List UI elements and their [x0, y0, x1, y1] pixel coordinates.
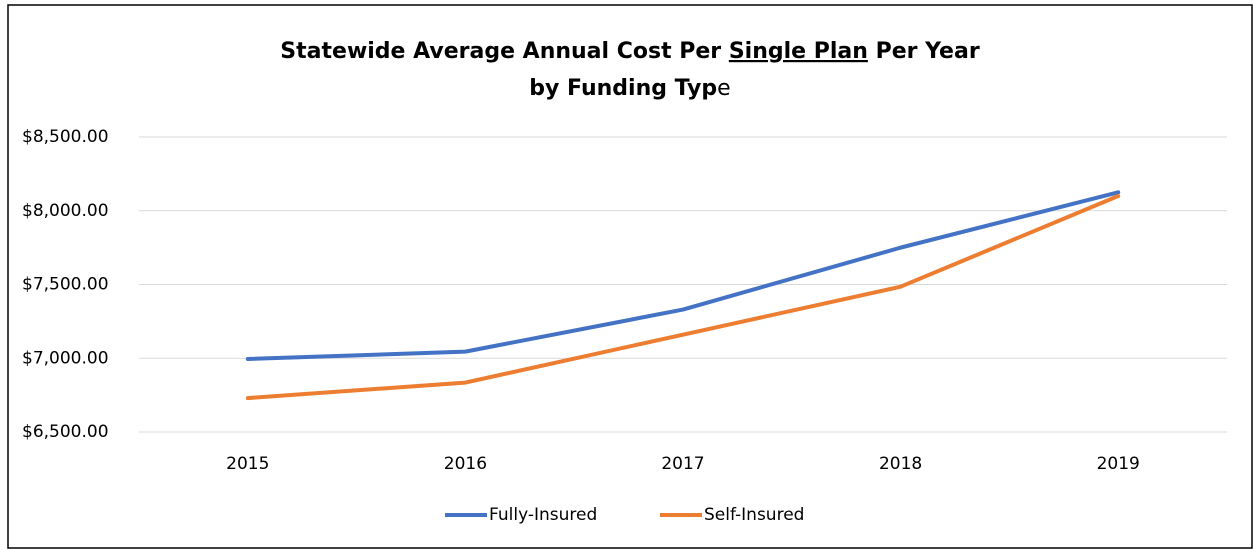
y-tick-label: $8,000.00: [22, 201, 109, 221]
x-tick-label: 2018: [879, 454, 922, 474]
title-part: Single Plan: [729, 39, 868, 64]
x-tick-label: 2019: [1097, 454, 1140, 474]
title-part: e: [717, 76, 731, 101]
y-tick-label: $6,500.00: [22, 422, 109, 442]
title-part: Per Year: [876, 39, 980, 64]
y-tick-label: $7,000.00: [22, 348, 109, 368]
title-part: by Funding Typ: [529, 76, 717, 101]
chart-title: Statewide Average Annual Cost Per Single…: [280, 39, 980, 64]
chart-subtitle: by Funding Type: [529, 76, 730, 101]
data-line: [245, 194, 1121, 401]
x-tick-label: 2017: [661, 454, 704, 474]
data-line: [245, 190, 1121, 361]
legend-label: Fully-Insured: [489, 505, 597, 525]
y-tick-label: $7,500.00: [22, 275, 109, 295]
x-tick-label: 2016: [444, 454, 487, 474]
x-tick-label: 2015: [226, 454, 269, 474]
legend-label: Self-Insured: [704, 505, 804, 525]
chart-border: [7, 4, 1253, 549]
y-tick-label: $8,500.00: [22, 127, 109, 147]
title-part: Statewide Average Annual Cost Per: [280, 39, 721, 64]
